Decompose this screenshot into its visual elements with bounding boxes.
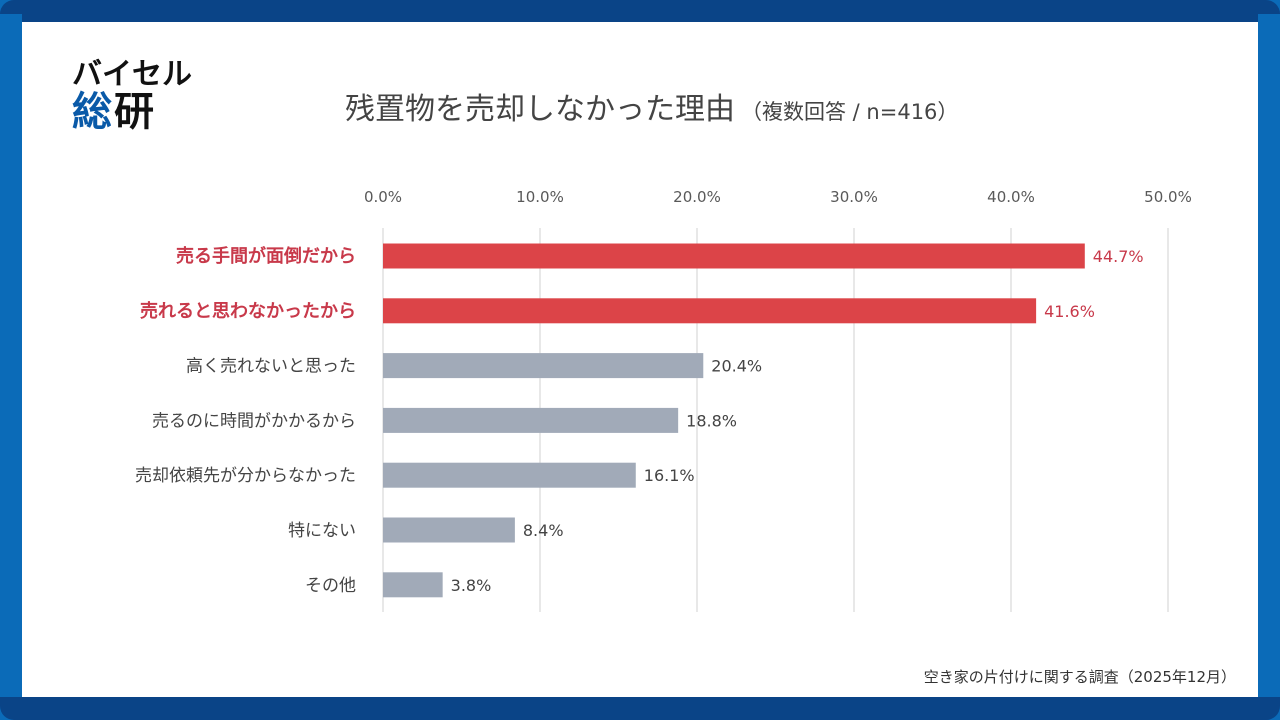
value-label: 8.4% xyxy=(523,521,564,540)
category-label: 売るのに時間がかかるから xyxy=(152,411,356,431)
x-tick-label: 40.0% xyxy=(987,188,1035,206)
bar xyxy=(383,298,1037,324)
bar xyxy=(383,517,515,543)
source-note: 空き家の片付けに関する調査（2025年12月） xyxy=(923,668,1236,686)
x-tick-labels: 0.0% 10.0% 20.0% 30.0% 40.0% 50.0% xyxy=(364,188,1192,206)
frame-top-bar xyxy=(0,0,1280,22)
frame-right-bar xyxy=(1258,14,1280,706)
bar xyxy=(383,572,443,598)
logo-char-1: 総 xyxy=(72,89,114,135)
category-label: 特にない xyxy=(288,521,356,541)
frame-left-bar xyxy=(0,14,22,706)
x-tick-label: 10.0% xyxy=(516,188,564,206)
bar xyxy=(383,407,679,433)
bar xyxy=(383,243,1085,269)
value-label: 16.1% xyxy=(644,466,695,485)
chart-title-sub: （複数回答 / n=416） xyxy=(741,100,959,124)
brand-logo: バイセル 総研 xyxy=(72,57,192,133)
logo-char-2: 研 xyxy=(114,89,156,135)
value-labels: 44.7% 41.6% 20.4% 18.8% 16.1% 8.4% 3.8% xyxy=(451,247,1144,595)
chart-title: 残置物を売却しなかった理由 （複数回答 / n=416） xyxy=(345,84,958,128)
x-tick-label: 20.0% xyxy=(673,188,721,206)
bars xyxy=(383,243,1085,598)
category-label: 売却依頼先が分からなかった xyxy=(135,466,356,486)
category-labels: 売る手間が面倒だから売れると思わなかったから高く売れないと思った売るのに時間がか… xyxy=(135,245,356,596)
category-label: その他 xyxy=(305,576,356,596)
value-label: 44.7% xyxy=(1093,247,1144,266)
bar xyxy=(383,462,636,488)
value-label: 3.8% xyxy=(451,576,492,595)
logo-text-bottom: 総研 xyxy=(72,92,192,132)
x-tick-label: 0.0% xyxy=(364,188,402,206)
value-label: 18.8% xyxy=(686,411,737,430)
value-label: 20.4% xyxy=(711,357,762,376)
frame-bottom-bar xyxy=(0,697,1280,720)
category-label: 高く売れないと思った xyxy=(186,357,356,377)
logo-text-top: バイセル xyxy=(72,57,192,92)
bar xyxy=(383,353,704,379)
value-label: 41.6% xyxy=(1044,302,1095,321)
x-tick-label: 30.0% xyxy=(830,188,878,206)
chart-title-main: 残置物を売却しなかった理由 xyxy=(345,92,735,127)
category-label: 売れると思わなかったから xyxy=(140,300,356,322)
category-label: 売る手間が面倒だから xyxy=(176,245,356,267)
x-tick-label: 50.0% xyxy=(1144,188,1192,206)
